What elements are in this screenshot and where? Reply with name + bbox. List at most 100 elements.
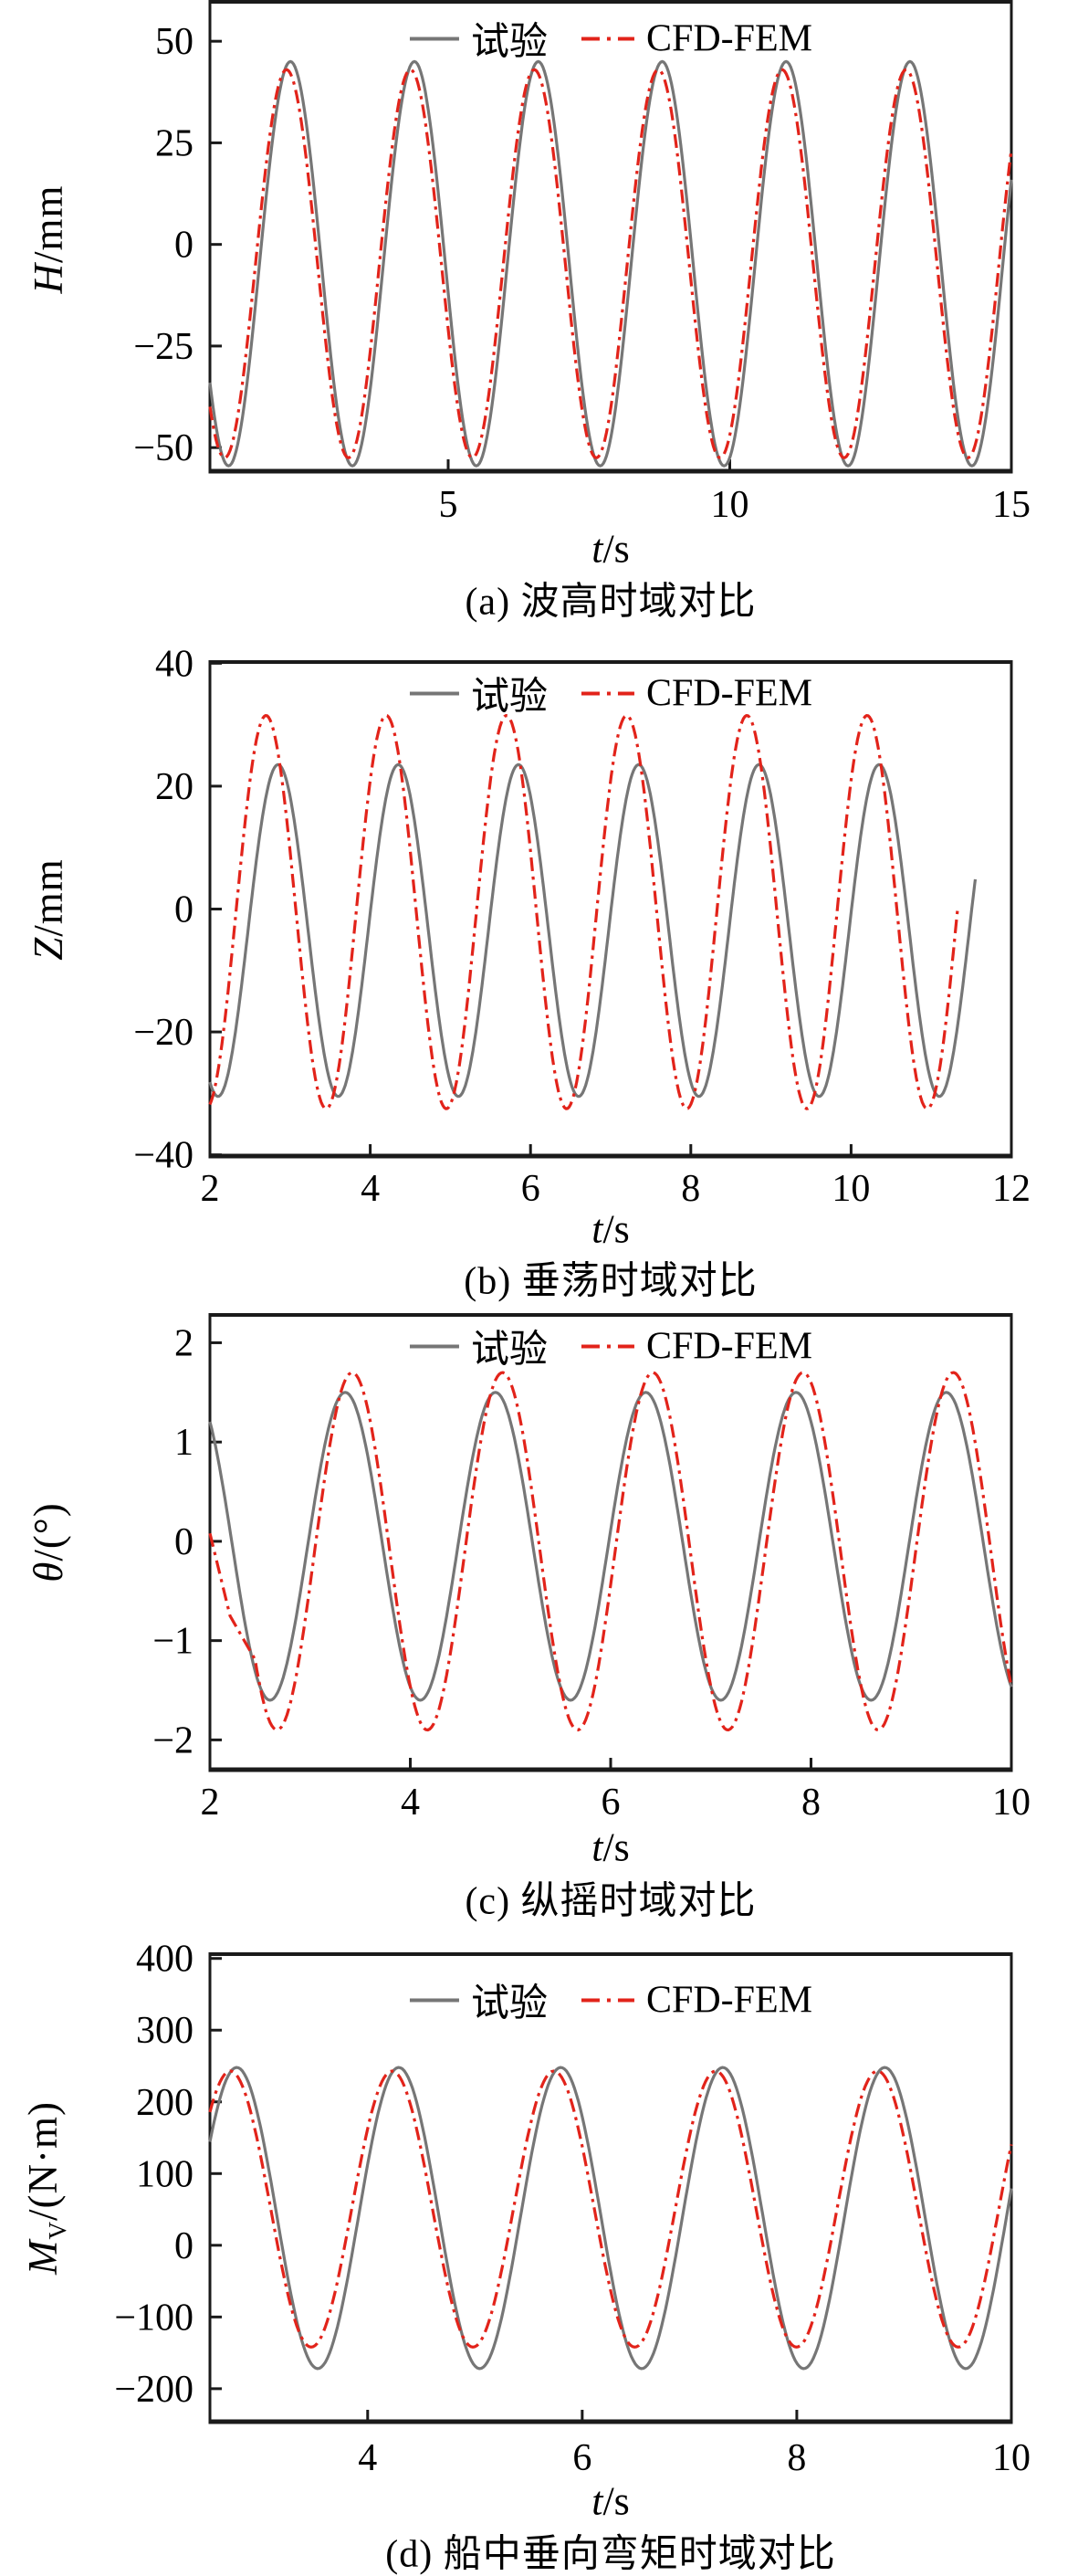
x-tick-label: 2: [201, 1168, 220, 1210]
y-tick-label: −1: [152, 1621, 194, 1663]
x-unit-b: /s: [602, 1206, 630, 1252]
y-tick-label: −100: [114, 2297, 194, 2339]
legend-line-cfdfem-icon: [581, 34, 635, 43]
chart-b: 2 4 6 8 10 12 40 20 0 −20 −40: [133, 643, 1031, 1210]
x-tick-label: 6: [572, 2437, 591, 2479]
y-var-b: Z: [26, 936, 71, 961]
y-tick-label: −20: [133, 1012, 194, 1054]
series-experiment-line: [208, 2066, 1013, 2371]
series-cfdfem-line: [208, 714, 959, 1110]
x-var-a: t: [591, 526, 603, 572]
x-axis-label-c: t/s: [591, 1824, 630, 1871]
y-unit-b: /mm: [26, 858, 71, 937]
x-unit-c: /s: [602, 1824, 630, 1870]
y-var-a: H: [26, 263, 71, 294]
series-experiment-line: [208, 762, 978, 1099]
x-var-c: t: [591, 1824, 603, 1870]
legend-label-experiment: 试验: [470, 1982, 548, 2025]
y-tick-label: 50: [155, 21, 194, 63]
legend-line-cfdfem-icon: [581, 1341, 635, 1351]
y-tick-label: 0: [174, 889, 194, 931]
x-tick-label: 15: [992, 484, 1031, 526]
legend-d: 试验 CFD-FEM: [409, 1972, 812, 2028]
legend-b: 试验 CFD-FEM: [409, 666, 812, 721]
legend-line-cfdfem-icon: [581, 689, 635, 698]
series-cfdfem-line: [208, 2069, 1013, 2349]
legend-line-cfdfem-icon: [581, 1995, 635, 2004]
chart-a: 5 10 15 50 25 0 −25 −50: [133, 0, 1031, 526]
x-tick-label: 10: [992, 1782, 1031, 1824]
y-tick-label: −25: [133, 326, 194, 368]
y-tick-label: 25: [155, 122, 194, 164]
legend-label-experiment: 试验: [470, 21, 548, 64]
y-tick-label: −40: [133, 1135, 194, 1177]
legend-line-experiment-icon: [409, 689, 460, 698]
chart-d: 4 6 8 10 400 300 200 100 0 −100 −200: [114, 1939, 1031, 2479]
x-tick-label: 8: [787, 2437, 806, 2479]
y-tick-label: −200: [114, 2369, 194, 2411]
legend-label-experiment: 试验: [470, 1329, 548, 1372]
series-experiment-line: [208, 59, 1013, 468]
x-tick-label: 8: [801, 1782, 821, 1824]
y-tick-label: 20: [155, 766, 194, 808]
x-tick-label: 8: [681, 1168, 700, 1210]
caption-c: (c) 纵摇时域对比: [465, 1880, 757, 1923]
x-axis-label-a: t/s: [591, 526, 630, 573]
x-tick-label: 4: [401, 1782, 420, 1824]
y-tick-label: 0: [174, 225, 194, 267]
caption-d: (d) 船中垂向弯矩时域对比: [385, 2533, 836, 2576]
legend-label-cfdfem: CFD-FEM: [645, 17, 813, 59]
x-var-b: t: [591, 1206, 603, 1252]
legend-label-cfdfem: CFD-FEM: [645, 672, 813, 714]
y-tick-label: −50: [133, 427, 194, 469]
x-tick-label: 10: [710, 484, 748, 526]
x-unit-d: /s: [602, 2478, 630, 2524]
series-experiment-line: [208, 1391, 1013, 1702]
y-tick-label: 100: [136, 2153, 194, 2195]
legend-c: 试验 CFD-FEM: [409, 1319, 812, 1374]
y-unit-a: /mm: [26, 184, 71, 264]
y-tick-label: 0: [174, 1521, 194, 1563]
y-unit-c: /(°): [26, 1502, 71, 1561]
legend-line-experiment-icon: [409, 1995, 460, 2004]
y-axis-label-a: H/mm: [25, 184, 78, 293]
y-tick-label: 200: [136, 2082, 194, 2124]
x-unit-a: /s: [602, 526, 630, 572]
y-tick-label: 400: [136, 1939, 194, 1981]
legend-label-cfdfem: CFD-FEM: [645, 1325, 813, 1367]
y-axis-label-d: MV/(N·m): [19, 2101, 72, 2275]
x-tick-label: 4: [358, 2437, 377, 2479]
y-var-c: θ: [26, 1561, 71, 1582]
x-var-d: t: [591, 2478, 603, 2524]
series-cfdfem-line: [208, 1371, 1013, 1732]
x-tick-label: 6: [521, 1168, 540, 1210]
y-tick-label: 0: [174, 2225, 194, 2267]
x-tick-label: 6: [602, 1782, 621, 1824]
y-tick-label: 40: [155, 643, 194, 685]
x-tick-label: 12: [992, 1168, 1031, 1210]
caption-a: (a) 波高时域对比: [465, 581, 757, 624]
legend-line-experiment-icon: [409, 34, 460, 43]
x-axis-label-d: t/s: [591, 2478, 630, 2525]
y-tick-label: 2: [174, 1322, 194, 1364]
x-tick-label: 5: [438, 484, 457, 526]
legend-a: 试验 CFD-FEM: [409, 11, 812, 67]
x-axis-label-b: t/s: [591, 1206, 630, 1253]
y-var-d: M: [20, 2239, 66, 2275]
x-tick-label: 2: [201, 1782, 220, 1824]
y-tick-label: 1: [174, 1422, 194, 1464]
legend-label-cfdfem: CFD-FEM: [645, 1979, 813, 2021]
x-tick-label: 10: [992, 2437, 1031, 2479]
y-axis-label-c: θ/(°): [25, 1502, 78, 1582]
legend-label-experiment: 试验: [470, 676, 548, 719]
y-sub-d: V: [44, 2220, 71, 2240]
caption-b: (b) 垂荡时域对比: [464, 1260, 758, 1303]
series-cfdfem-line: [208, 68, 1013, 459]
y-tick-label: −2: [152, 1719, 194, 1761]
y-tick-label: 300: [136, 2010, 194, 2052]
legend-line-experiment-icon: [409, 1341, 460, 1351]
y-unit-d: /(N·m): [20, 2101, 66, 2221]
